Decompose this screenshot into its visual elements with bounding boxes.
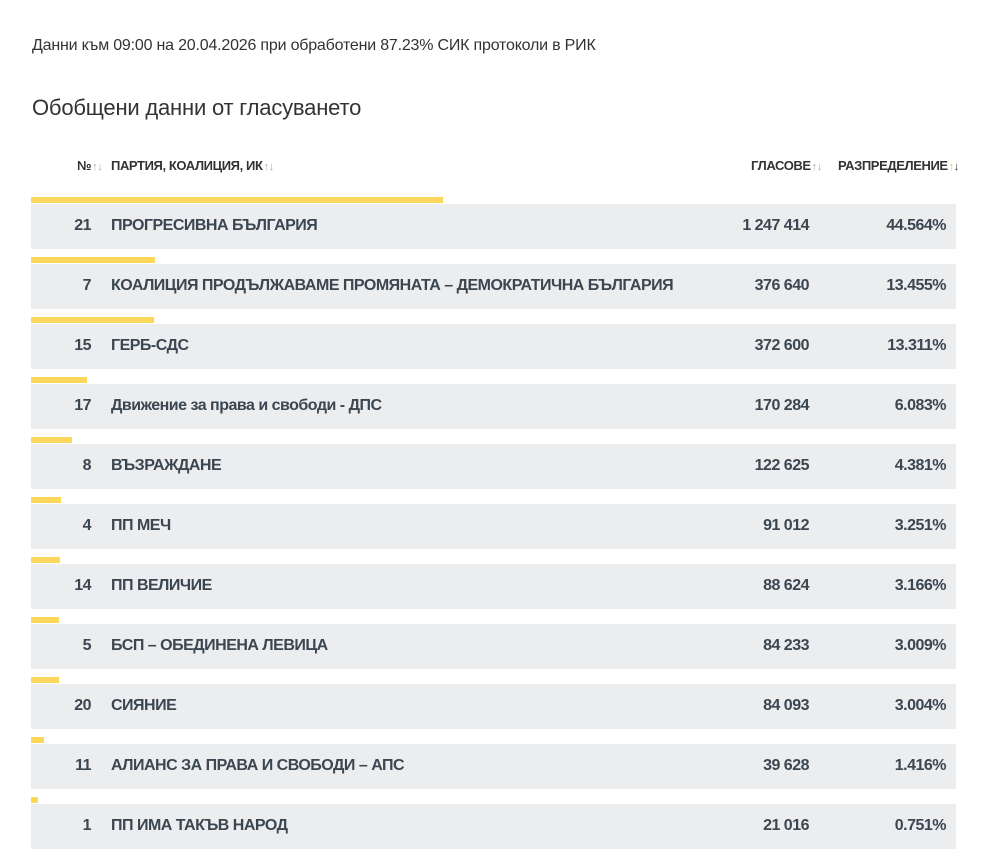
votes-count: 91 012	[763, 517, 809, 534]
share-bar	[31, 257, 156, 263]
table-row: 14 ПП ВЕЛИЧИЕ 88 624 3.166%	[31, 557, 956, 617]
table-row: 20 СИЯНИЕ 84 093 3.004%	[31, 677, 956, 737]
party-name: ГЕРБ-СДС	[111, 337, 189, 354]
party-number: 21	[74, 217, 91, 234]
votes-count: 1 247 414	[742, 217, 809, 234]
party-number: 8	[82, 457, 92, 474]
sort-arrows-icon[interactable]: ↑↓	[811, 161, 823, 173]
sort-arrows-icon[interactable]: ↑↓	[92, 161, 103, 173]
party-name: ПП ВЕЛИЧИЕ	[111, 577, 212, 594]
table-row: 5 БСП – ОБЕДИНЕНА ЛЕВИЦА 84 233 3.009%	[31, 617, 956, 677]
row-background	[31, 324, 956, 369]
votes-count: 84 233	[763, 637, 809, 654]
row-background	[31, 684, 956, 729]
party-name: Движение за права и свободи - ДПС	[111, 397, 382, 414]
vote-percentage: 3.009%	[894, 637, 947, 654]
votes-count: 170 284	[754, 397, 810, 414]
header-distribution[interactable]: РАЗПРЕДЕЛЕНИЕ↑↓	[838, 158, 959, 173]
sort-arrows-icon[interactable]: ↑↓	[263, 161, 275, 173]
share-bar	[31, 677, 59, 683]
vote-percentage: 3.166%	[894, 577, 947, 594]
row-background	[31, 264, 956, 309]
votes-count: 84 093	[763, 697, 809, 714]
vote-percentage: 13.455%	[886, 277, 946, 294]
row-background	[31, 744, 956, 789]
votes-count: 122 625	[754, 457, 810, 474]
party-name: СИЯНИЕ	[111, 697, 177, 714]
header-votes[interactable]: ГЛАСОВЕ↑↓	[751, 158, 822, 173]
table-row: 1 ПП ИМА ТАКЪВ НАРОД 21 016 0.751%	[31, 797, 956, 857]
header-party-label: ПАРТИЯ, КОАЛИЦИЯ, ИК	[111, 158, 263, 173]
party-number: 1	[82, 817, 92, 834]
share-bar	[31, 497, 62, 503]
vote-percentage: 13.311%	[887, 337, 946, 354]
vote-percentage: 3.004%	[894, 697, 947, 714]
share-bar	[31, 377, 88, 383]
party-number: 4	[82, 517, 92, 534]
party-number: 7	[82, 277, 92, 294]
votes-count: 39 628	[763, 757, 809, 774]
votes-count: 376 640	[754, 277, 810, 294]
share-bar	[31, 317, 155, 323]
party-number: 5	[82, 637, 92, 654]
vote-percentage: 0.751%	[894, 817, 947, 834]
header-distribution-label: РАЗПРЕДЕЛЕНИЕ	[838, 158, 948, 173]
page-title: Обобщени данни от гласуването	[32, 95, 362, 120]
results-table: 21 ПРОГРЕСИВНА БЪЛГАРИЯ 1 247 414 44.564% 7 К…	[31, 197, 956, 857]
row-background	[31, 384, 956, 429]
row-background	[31, 204, 956, 249]
row-background	[31, 564, 956, 609]
vote-percentage: 6.083%	[894, 397, 947, 414]
share-bar	[31, 437, 72, 443]
vote-percentage: 4.381%	[894, 457, 947, 474]
party-number: 17	[74, 397, 91, 414]
row-background	[31, 624, 956, 669]
row-background	[31, 804, 956, 849]
table-row: 4 ПП МЕЧ 91 012 3.251%	[31, 497, 956, 557]
votes-count: 21 016	[763, 817, 809, 834]
party-name: ПП ИМА ТАКЪВ НАРОД	[111, 817, 288, 834]
votes-count: 372 600	[754, 337, 810, 354]
header-num[interactable]: №↑↓	[77, 158, 103, 173]
party-number: 11	[75, 757, 91, 774]
table-row: 21 ПРОГРЕСИВНА БЪЛГАРИЯ 1 247 414 44.564%	[31, 197, 956, 257]
party-number: 14	[74, 577, 91, 594]
party-name: КОАЛИЦИЯ ПРОДЪЛЖАВАМЕ ПРОМЯНАТА – ДЕМОКР…	[111, 277, 674, 294]
party-name: БСП – ОБЕДИНЕНА ЛЕВИЦА	[111, 637, 328, 654]
table-row: 8 ВЪЗРАЖДАНЕ 122 625 4.381%	[31, 437, 956, 497]
share-bar	[31, 737, 45, 743]
table-row: 15 ГЕРБ-СДС 372 600 13.311%	[31, 317, 956, 377]
share-bar	[31, 617, 59, 623]
party-number: 20	[74, 697, 91, 714]
vote-percentage: 1.416%	[894, 757, 947, 774]
vote-percentage: 3.251%	[894, 517, 947, 534]
party-name: ВЪЗРАЖДАНЕ	[111, 457, 222, 474]
party-name: ПП МЕЧ	[111, 517, 171, 534]
vote-percentage: 44.564%	[886, 217, 946, 234]
votes-count: 88 624	[763, 577, 809, 594]
share-bar	[31, 797, 38, 803]
sort-desc-active-icon[interactable]: ↑↓	[948, 161, 960, 173]
party-name: ПРОГРЕСИВНА БЪЛГАРИЯ	[111, 217, 318, 234]
header-votes-label: ГЛАСОВЕ	[751, 158, 811, 173]
party-name: АЛИАНС ЗА ПРАВА И СВОБОДИ – АПС	[111, 757, 405, 774]
data-status-text: Данни към 09:00 на 20.04.2026 при обрабо…	[32, 37, 596, 54]
table-row: 17 Движение за права и свободи - ДПС 170 2…	[31, 377, 956, 437]
party-number: 15	[74, 337, 91, 354]
share-bar	[31, 557, 61, 563]
share-bar	[31, 197, 444, 203]
header-party[interactable]: ПАРТИЯ, КОАЛИЦИЯ, ИК↑↓	[111, 158, 274, 173]
row-background	[31, 504, 956, 549]
header-num-label: №	[77, 158, 92, 173]
table-row: 11 АЛИАНС ЗА ПРАВА И СВОБОДИ – АПС 39 628 1…	[31, 737, 956, 797]
row-background	[31, 444, 956, 489]
table-row: 7 КОАЛИЦИЯ ПРОДЪЛЖАВАМЕ ПРОМЯНАТА – ДЕМОК…	[31, 257, 956, 317]
